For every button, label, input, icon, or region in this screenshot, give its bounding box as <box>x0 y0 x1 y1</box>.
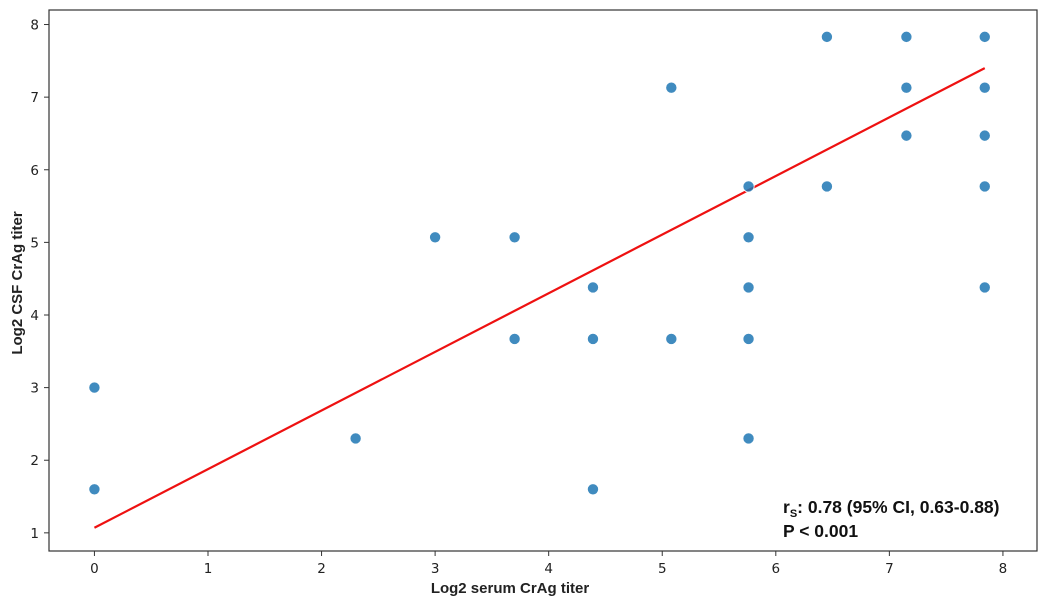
y-tick-label: 6 <box>30 163 39 179</box>
plot-frame <box>48 9 1038 552</box>
data-point <box>88 381 101 394</box>
correlation-annotation: rS: 0.78 (95% CI, 0.63-0.88) <box>783 497 999 520</box>
data-points <box>88 30 991 496</box>
data-point <box>742 180 755 193</box>
y-axis-title: Log2 CSF CrAg titer <box>9 211 26 354</box>
data-point <box>586 281 599 294</box>
x-tick-label: 6 <box>772 561 781 577</box>
x-tick-label: 8 <box>999 561 1008 577</box>
x-tick-label: 4 <box>544 561 553 577</box>
data-point <box>665 332 678 345</box>
y-tick-label: 4 <box>30 308 39 324</box>
data-point <box>900 81 913 94</box>
data-point <box>349 432 362 445</box>
y-tick-label: 5 <box>30 235 39 251</box>
y-tick-label: 2 <box>30 453 39 469</box>
r-symbol: r <box>783 497 790 517</box>
data-point <box>742 332 755 345</box>
data-point <box>586 483 599 496</box>
data-point <box>508 231 521 244</box>
data-point <box>742 281 755 294</box>
data-point <box>820 30 833 43</box>
data-point <box>586 332 599 345</box>
r-subscript: S <box>790 508 797 520</box>
data-point <box>88 483 101 496</box>
data-point <box>978 281 991 294</box>
x-axis-ticks: 0 1 2 3 4 5 6 7 8 <box>90 551 1007 577</box>
correlation-value: : 0.78 (95% CI, 0.63-0.88) <box>797 497 999 517</box>
data-point <box>508 332 521 345</box>
y-tick-label: 1 <box>30 526 39 542</box>
x-tick-label: 0 <box>90 561 99 577</box>
data-point <box>820 180 833 193</box>
data-point <box>978 81 991 94</box>
y-tick-label: 7 <box>30 90 39 106</box>
x-tick-label: 2 <box>317 561 326 577</box>
x-tick-label: 3 <box>431 561 440 577</box>
x-axis-title: Log2 serum CrAg titer <box>431 580 590 597</box>
regression-layer <box>93 67 986 529</box>
data-point <box>742 432 755 445</box>
data-point <box>429 231 442 244</box>
y-axis-ticks: 1 2 3 4 5 6 7 8 <box>30 18 49 542</box>
x-tick-label: 7 <box>885 561 894 577</box>
regression-line <box>93 67 986 529</box>
data-point <box>978 30 991 43</box>
x-tick-label: 5 <box>658 561 667 577</box>
data-point <box>978 129 991 142</box>
p-value-annotation: P < 0.001 <box>783 521 858 541</box>
data-point <box>900 129 913 142</box>
y-tick-label: 8 <box>30 18 39 34</box>
data-point <box>742 231 755 244</box>
x-tick-label: 1 <box>204 561 213 577</box>
data-point <box>978 180 991 193</box>
data-point <box>900 30 913 43</box>
y-tick-label: 3 <box>30 381 39 397</box>
data-point <box>665 81 678 94</box>
